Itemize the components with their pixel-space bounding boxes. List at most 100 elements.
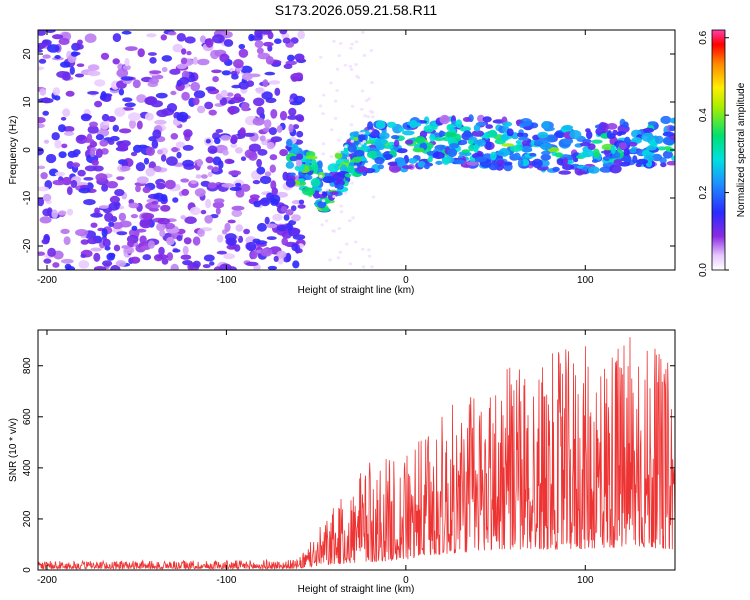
heatmap-cell — [253, 97, 265, 107]
heatmap-cell — [76, 43, 84, 50]
heatmap-cell — [260, 247, 273, 257]
heatmap-cell — [335, 89, 339, 92]
heatmap-cell — [271, 187, 278, 196]
heatmap-cell — [130, 151, 138, 157]
heatmap-cell — [455, 119, 463, 129]
heatmap-cell — [281, 237, 289, 246]
heatmap-cell — [291, 243, 299, 252]
heatmap-cell — [221, 70, 231, 76]
heatmap-cell — [268, 80, 281, 85]
heatmap-cell — [205, 86, 217, 92]
heatmap-cell — [660, 115, 672, 125]
heatmap-cell — [101, 228, 108, 238]
heatmap-cell — [669, 117, 675, 124]
heatmap-cell — [334, 152, 343, 160]
heatmap-cell — [57, 210, 67, 216]
heatmap-cell — [387, 161, 399, 166]
heatmap-cell — [248, 143, 261, 152]
heatmap-cell — [351, 216, 355, 220]
heatmap-cell — [197, 228, 205, 237]
heatmap-cell — [171, 146, 179, 153]
heatmap-cell — [38, 165, 46, 170]
heatmap-cell — [599, 166, 613, 173]
heatmap-cell — [42, 42, 48, 48]
heatmap-cell — [146, 33, 157, 38]
heatmap-cell — [221, 183, 235, 188]
heatmap-cell — [170, 90, 177, 96]
colorbar-tick-label: 0.2 — [698, 185, 709, 199]
heatmap-cell — [83, 177, 94, 181]
heatmap-cell — [255, 87, 265, 94]
heatmap-cell — [292, 260, 300, 269]
heatmap-cell — [295, 159, 303, 167]
heatmap-cell — [264, 171, 272, 177]
heatmap-cell — [339, 204, 344, 208]
heatmap-cell — [167, 31, 177, 36]
heatmap-cell — [442, 156, 450, 165]
heatmap-cell — [423, 163, 430, 170]
heatmap-cell — [482, 116, 492, 123]
heatmap-cell — [192, 56, 198, 65]
y-tick-label: 10 — [22, 96, 33, 108]
heatmap-cell — [193, 90, 206, 99]
heatmap-cell — [145, 167, 156, 177]
heatmap-cell — [402, 130, 415, 136]
heatmap-cell — [71, 162, 81, 168]
heatmap-cell — [393, 139, 400, 148]
heatmap-cell — [490, 151, 497, 161]
heatmap-cell — [282, 37, 291, 44]
heatmap-cell — [295, 114, 304, 122]
heatmap-cell — [348, 64, 353, 68]
heatmap-cell — [95, 148, 103, 158]
heatmap-cell — [139, 219, 153, 229]
heatmap-cell — [335, 67, 340, 71]
heatmap-cell — [63, 236, 71, 246]
x-tick-label: -200 — [37, 275, 57, 286]
heatmap-cell — [104, 212, 114, 222]
heatmap-cell — [292, 124, 300, 130]
heatmap-cell — [144, 96, 157, 106]
heatmap-cell — [642, 127, 655, 133]
heatmap-cell — [562, 157, 568, 166]
heatmap-cell — [264, 71, 276, 76]
heatmap-cell — [180, 215, 186, 220]
heatmap-cell — [222, 149, 229, 156]
heatmap-cell — [240, 102, 250, 112]
heatmap-cell — [297, 178, 305, 183]
heatmap-cell — [337, 150, 342, 154]
heatmap-cell — [361, 30, 365, 34]
heatmap-cell — [156, 109, 169, 118]
heatmap-cell — [618, 142, 627, 150]
heatmap-cell — [197, 58, 210, 66]
heatmap-cell — [350, 139, 355, 143]
heatmap-cell — [160, 194, 168, 202]
heatmap-cell — [361, 131, 366, 135]
heatmap-cell — [106, 181, 118, 189]
heatmap-cell — [230, 96, 243, 104]
heatmap-cell — [264, 119, 272, 129]
heatmap-cell — [120, 165, 131, 172]
heatmap-cell — [343, 63, 348, 67]
heatmap-cell — [606, 130, 613, 139]
heatmap-cell — [94, 207, 100, 214]
heatmap-cell — [386, 121, 397, 128]
spectrogram-y-ticks: -20 -10 0 10 20 — [22, 48, 675, 253]
heatmap-cell — [533, 139, 543, 146]
heatmap-cell — [158, 246, 165, 256]
heatmap-cell — [169, 68, 181, 75]
heatmap-cell — [135, 162, 146, 172]
heatmap-cell — [42, 54, 51, 59]
heatmap-cell — [54, 55, 61, 59]
heatmap-cell — [354, 40, 359, 44]
heatmap-cell — [91, 159, 99, 166]
heatmap-cell — [113, 244, 121, 252]
heatmap-cell — [336, 256, 341, 260]
heatmap-cell — [585, 128, 591, 133]
heatmap-cell — [87, 64, 100, 71]
heatmap-cell — [180, 254, 192, 260]
heatmap-cell — [144, 112, 154, 121]
heatmap-cell — [348, 262, 353, 266]
heatmap-cell — [577, 170, 588, 175]
heatmap-cell — [69, 66, 75, 75]
